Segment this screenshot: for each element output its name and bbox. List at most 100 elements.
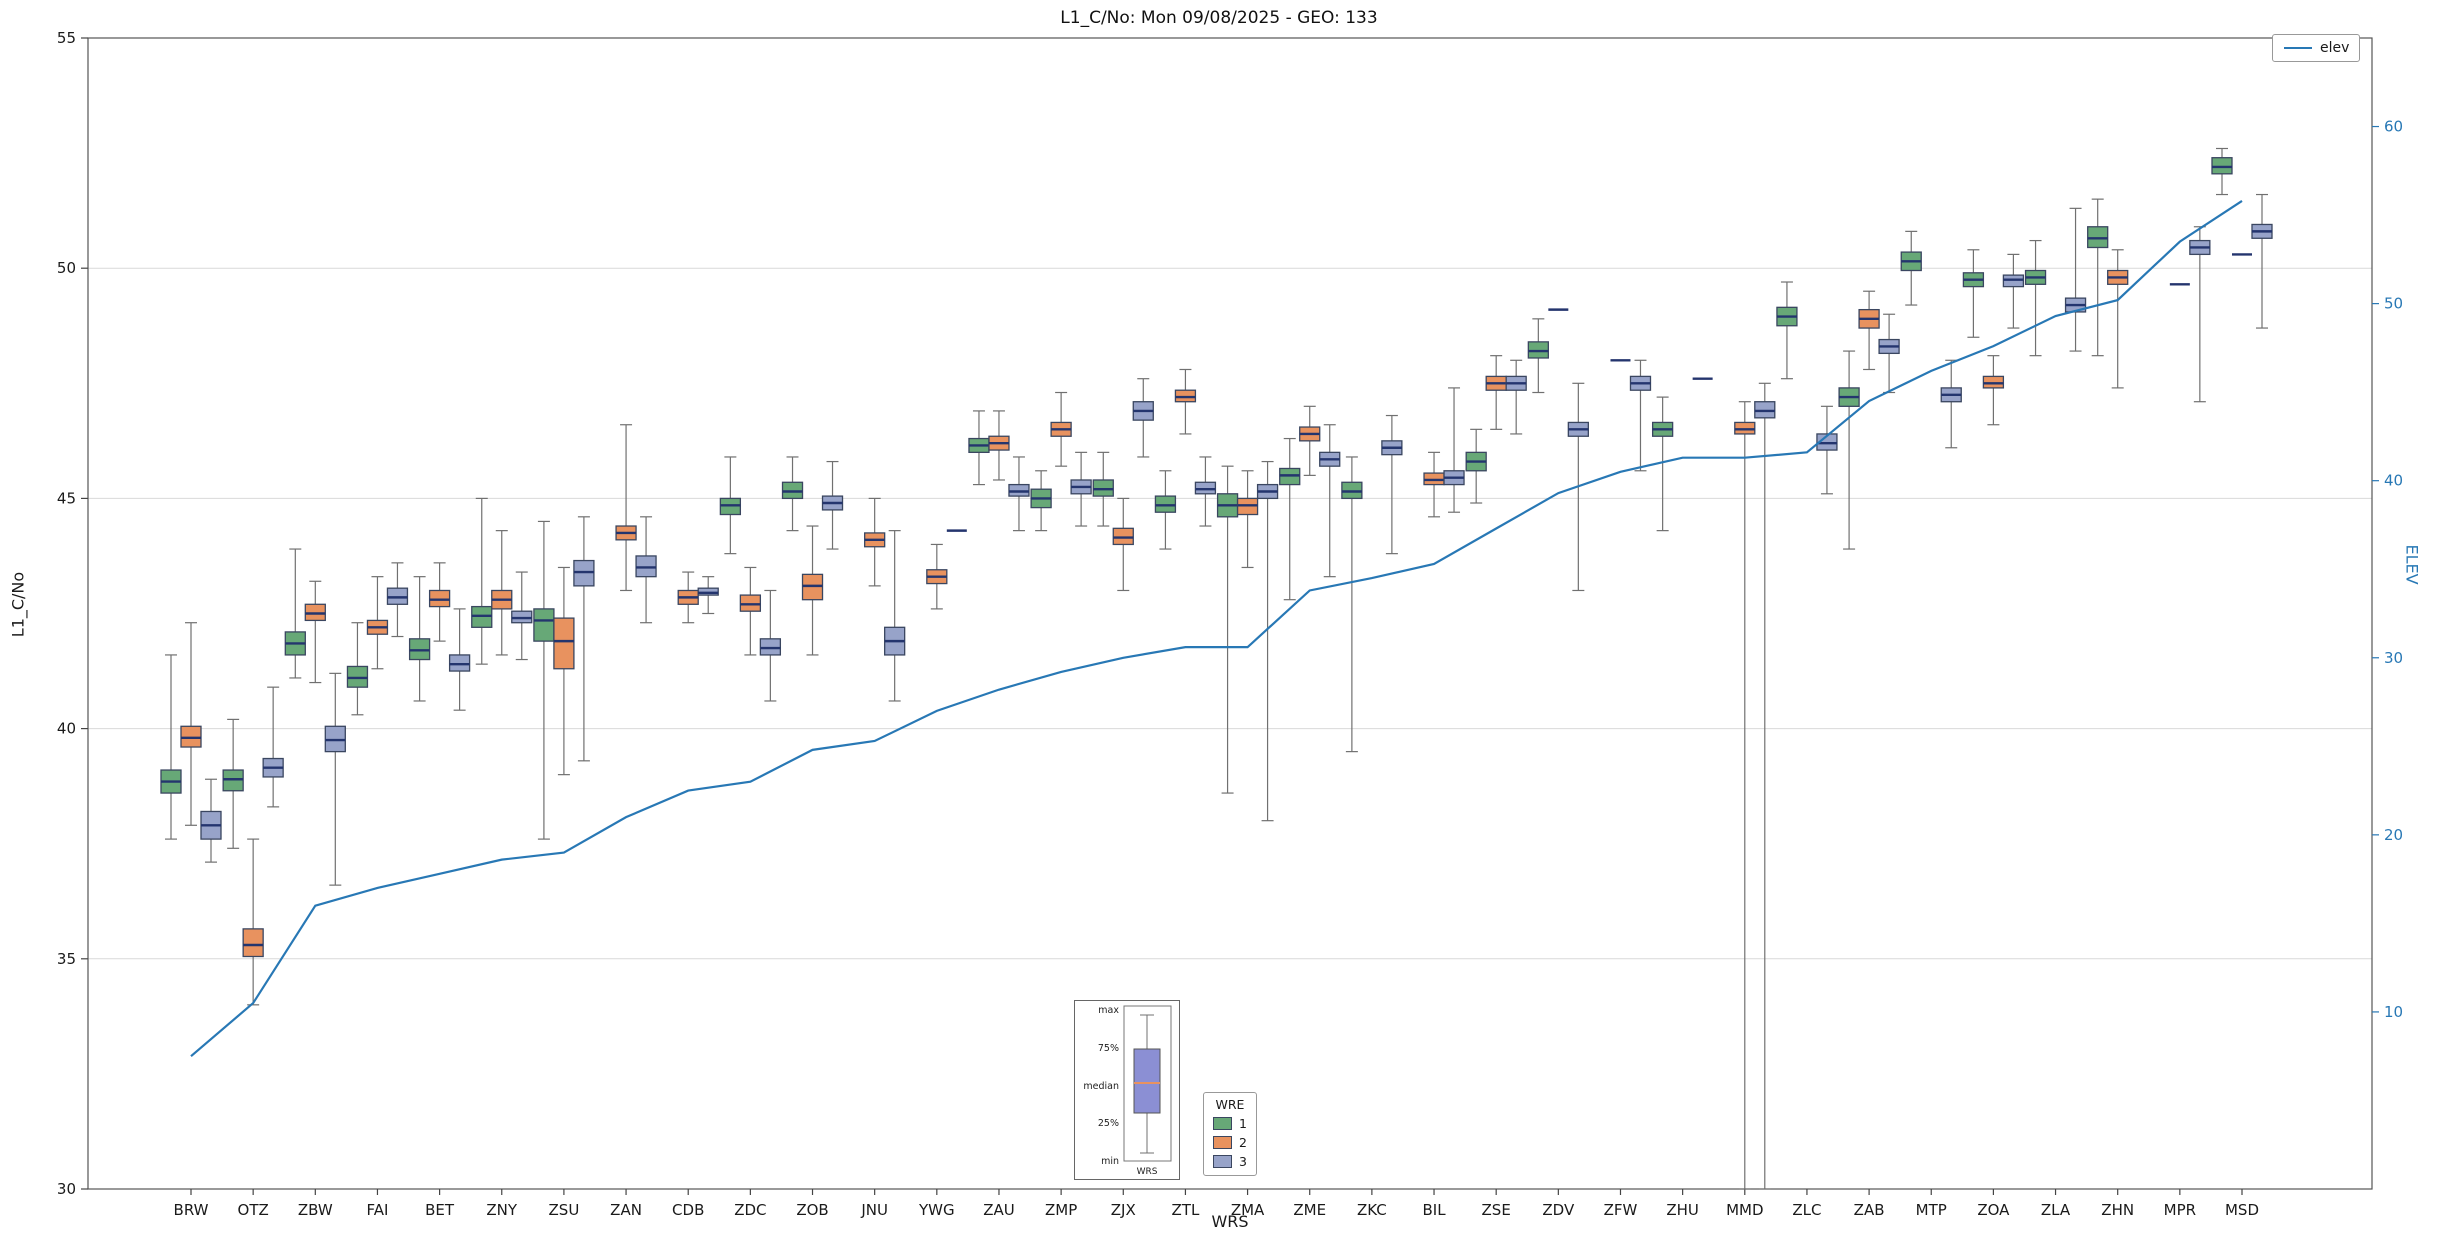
- x-tick-label: ZDC: [734, 1201, 766, 1219]
- box-ZAB-wre2: [1858, 290, 1880, 371]
- box-OTZ-wre3: [262, 686, 284, 808]
- explainer-label-median: median: [1083, 1080, 1119, 1092]
- x-axis-ticks: BRW OTZ ZBW FAI BET ZNY ZSU ZAN CDB ZDC ZOB JNU YWG Z…: [174, 1189, 2259, 1219]
- right-tick-label: 30: [2384, 649, 2403, 667]
- wre-swatch-1: [1213, 1117, 1232, 1130]
- box-ZOB-wre1: [781, 456, 804, 532]
- box-ZBW-wre3: [324, 672, 346, 886]
- x-tick-label: ZOA: [1977, 1201, 2010, 1219]
- box-ZNY-wre2: [491, 530, 513, 656]
- box-ZHN-wre1: [2087, 198, 2109, 357]
- x-tick-label: MTP: [1916, 1201, 1947, 1219]
- x-tick-label: ZAN: [610, 1201, 642, 1219]
- box-ZLC-wre3: [1816, 405, 1838, 495]
- box-ZAN-wre2: [615, 424, 637, 592]
- boxplot-explainer-diagram: [1123, 1005, 1172, 1162]
- x-tick-label: BIL: [1422, 1201, 1446, 1219]
- x-tick-label: FAI: [366, 1201, 388, 1219]
- box-ZHN-wre2: [2107, 249, 2129, 389]
- wre-series-1: [160, 147, 2233, 849]
- box-YWG-wre2: [926, 543, 948, 610]
- x-tick-label: ZHN: [2101, 1201, 2134, 1219]
- x-tick-label: ZAU: [983, 1201, 1015, 1219]
- box-ZMP-wre2: [1050, 391, 1072, 467]
- box-ZME-wre2: [1299, 405, 1321, 476]
- x-tick-label: ZLC: [1792, 1201, 1821, 1219]
- box-FAI-wre1: [346, 622, 369, 716]
- x-tick-label: YWG: [918, 1201, 955, 1219]
- left-tick-label: 50: [57, 259, 76, 277]
- box-ZMP-wre1: [1030, 470, 1052, 532]
- box-MTP-wre1: [1900, 230, 1922, 306]
- gridlines: [88, 37, 2372, 1190]
- chart-title: L1_C/No: Mon 09/08/2025 - GEO: 133: [1060, 8, 1378, 28]
- box-JNU-wre3: [884, 530, 906, 702]
- box-ZDV-wre1: [1527, 318, 1549, 394]
- box-ZOA-wre1: [1962, 249, 1985, 338]
- wre-swatch-2: [1213, 1136, 1232, 1149]
- box-ZSE-wre2: [1485, 355, 1507, 430]
- wre-series-3: [200, 193, 2273, 1190]
- box-OTZ-wre2: [242, 838, 264, 1006]
- box-ZDC-wre2: [739, 566, 762, 656]
- explainer-label-75: 75%: [1097, 1042, 1119, 1054]
- x-tick-label: ZNY: [486, 1201, 517, 1219]
- right-tick-label: 10: [2384, 1003, 2403, 1021]
- x-tick-label: MSD: [2225, 1201, 2259, 1219]
- box-ZAB-wre3: [1878, 313, 1900, 394]
- x-tick-label: ZDV: [1542, 1201, 1575, 1219]
- wre-legend: WRE 1 2 3: [1203, 1092, 1257, 1176]
- x-axis-label: WRS: [1211, 1212, 1249, 1231]
- x-tick-label: ZOB: [796, 1201, 828, 1219]
- x-tick-label: BRW: [174, 1201, 209, 1219]
- explainer-label-25: 25%: [1097, 1118, 1119, 1130]
- box-MMD-wre2: [1734, 401, 1756, 1190]
- box-FAI-wre3: [386, 562, 409, 638]
- box-ZOB-wre2: [801, 525, 824, 656]
- wre-legend-items: 1 2 3: [1213, 1116, 1247, 1169]
- elev-legend-label: elev: [2320, 40, 2350, 56]
- wre-legend-item-2: 2: [1213, 1135, 1247, 1150]
- box-MTP-wre3: [1940, 359, 1962, 449]
- box-ZKC-wre1: [1341, 456, 1363, 753]
- box-ZSU-wre2: [553, 566, 575, 776]
- x-tick-label: MPR: [2164, 1201, 2196, 1219]
- x-tick-label: ZTL: [1172, 1201, 1200, 1219]
- box-BET-wre1: [408, 576, 431, 702]
- elev-line: [190, 199, 2243, 1058]
- box-MSD-wre3: [2251, 193, 2273, 329]
- wre-legend-item-3: 3: [1213, 1154, 1247, 1169]
- box-ZAU-wre2: [988, 410, 1010, 481]
- left-tick-label: 40: [57, 720, 76, 738]
- box-ZAU-wre3: [1008, 456, 1030, 532]
- x-tick-label: ZLA: [2041, 1201, 2071, 1219]
- box-MPR-wre3: [2189, 226, 2211, 403]
- left-axis-ticks: 30 35 40 45 50 55: [57, 29, 88, 1198]
- box-ZNY-wre3: [511, 571, 533, 661]
- x-tick-label: ZBW: [298, 1201, 333, 1219]
- box-ZSU-wre1: [533, 520, 555, 840]
- right-tick-label: 40: [2384, 472, 2403, 490]
- x-tick-label: ZHU: [1666, 1201, 1699, 1219]
- box-BET-wre2: [428, 562, 451, 642]
- elev-line-swatch: [2284, 47, 2312, 49]
- wre-item-label: 1: [1239, 1116, 1247, 1131]
- right-tick-label: 50: [2384, 295, 2403, 313]
- right-axis-ticks: 10 20 30 40 50 60: [2372, 118, 2403, 1021]
- box-ZMA-wre3: [1256, 460, 1279, 822]
- box-ZBW-wre1: [284, 548, 306, 679]
- explainer-label-max: max: [1098, 1005, 1119, 1016]
- box-MMD-wre3: [1754, 382, 1776, 1190]
- box-ZFW-wre3: [1629, 359, 1652, 472]
- box-BRW-wre1: [160, 654, 182, 840]
- box-ZOA-wre3: [2002, 253, 2025, 329]
- box-CDB-wre3: [697, 576, 719, 615]
- right-tick-label: 20: [2384, 826, 2403, 844]
- box-CDB-wre2: [677, 571, 699, 624]
- box-BRW-wre2: [180, 622, 202, 826]
- box-ZOB-wre3: [821, 460, 844, 550]
- box-ZJX-wre1: [1092, 451, 1114, 527]
- box-ZLC-wre1: [1776, 281, 1798, 380]
- x-tick-label: ZMA: [1231, 1201, 1265, 1219]
